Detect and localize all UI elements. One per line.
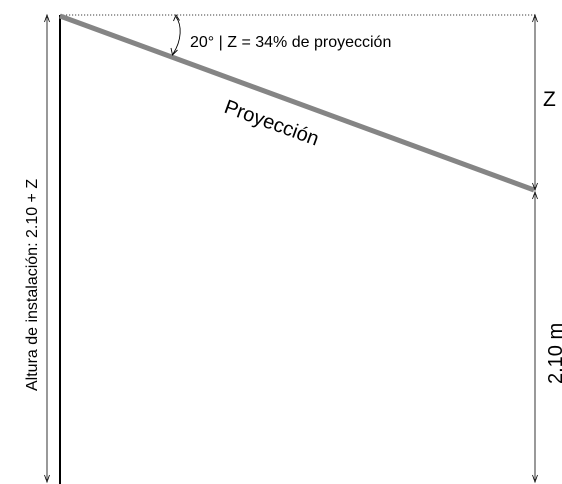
angle-indicator <box>170 14 181 56</box>
angle-arc-bottom-arrow <box>170 47 178 56</box>
base-height-label: 2.10 m <box>545 323 562 384</box>
angle-label: 20° | Z = 34% de proyección <box>190 34 391 51</box>
left-dimension-bottom-arrow <box>44 474 50 484</box>
left-height-dimension <box>44 13 50 484</box>
z-dimension-bottom-arrow <box>532 182 538 192</box>
left-dimension-top-arrow <box>44 13 50 23</box>
angle-arc-top-arrow <box>173 14 180 22</box>
z-label: Z <box>543 88 556 111</box>
angle-arc <box>172 16 181 55</box>
base-height-dimension-bottom-arrow <box>532 474 538 484</box>
z-dimension <box>532 13 538 192</box>
projection-beam <box>59 13 535 193</box>
installation-height-label: Altura de instalación: 2.10 + Z <box>24 179 41 391</box>
base-height-dimension-top-arrow <box>532 190 538 200</box>
base-height-dimension <box>532 190 538 484</box>
z-dimension-top-arrow <box>532 13 538 23</box>
